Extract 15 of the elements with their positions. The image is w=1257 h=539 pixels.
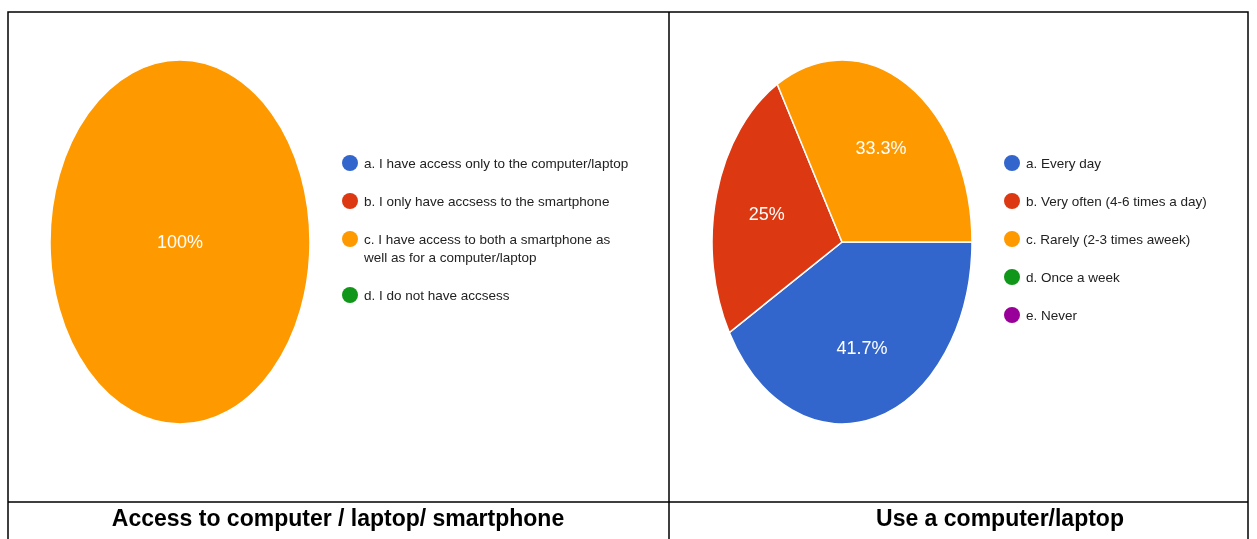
data-label: 33.3% xyxy=(855,137,907,158)
text: Use a computer/laptop xyxy=(876,505,1124,531)
legend-label: d. Once a week xyxy=(1026,269,1121,285)
legend-label: b. Very often (4-6 times a day) xyxy=(1026,193,1207,209)
legend-label: a. Every day xyxy=(1026,155,1102,171)
text: Access to computer / laptop/ smartphone xyxy=(111,505,565,531)
legend-label: e. Never xyxy=(1026,307,1078,323)
legend-label: a. I have access only to the computer/laptop xyxy=(364,155,629,171)
legend-label: d. I do not have accsess xyxy=(364,287,510,303)
legend-label: c. I have access to both a smartphone as well as for a computer/laptop xyxy=(363,231,611,265)
data-label: 25% xyxy=(748,203,785,224)
legend-label: b. I only have accsess to the smartphone xyxy=(364,193,610,209)
legend-label: c. Rarely (2-3 times aweek) xyxy=(1026,231,1191,247)
data-label: 100% xyxy=(156,232,204,253)
data-label: 41.7% xyxy=(836,337,888,358)
